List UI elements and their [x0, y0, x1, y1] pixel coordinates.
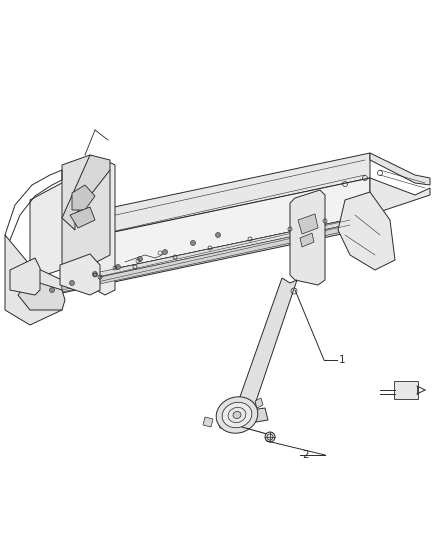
Polygon shape: [338, 192, 395, 270]
Circle shape: [70, 280, 74, 286]
Circle shape: [138, 256, 142, 262]
Polygon shape: [300, 233, 314, 247]
Circle shape: [162, 249, 167, 254]
Polygon shape: [60, 254, 100, 295]
Polygon shape: [62, 155, 110, 280]
Polygon shape: [230, 278, 297, 430]
Circle shape: [191, 240, 195, 246]
FancyBboxPatch shape: [394, 381, 418, 399]
Polygon shape: [62, 220, 370, 292]
Polygon shape: [70, 207, 95, 228]
Polygon shape: [255, 398, 263, 408]
Text: 1: 1: [339, 355, 346, 365]
Polygon shape: [62, 178, 370, 280]
Ellipse shape: [222, 402, 252, 427]
Polygon shape: [18, 280, 65, 310]
Circle shape: [92, 271, 98, 277]
Polygon shape: [298, 214, 318, 234]
Text: 2: 2: [302, 450, 309, 460]
Polygon shape: [30, 160, 115, 295]
Polygon shape: [218, 408, 268, 428]
Circle shape: [116, 264, 120, 270]
Polygon shape: [62, 153, 370, 243]
Circle shape: [215, 232, 220, 238]
Polygon shape: [5, 235, 62, 325]
Polygon shape: [370, 153, 430, 185]
Ellipse shape: [233, 411, 241, 418]
Circle shape: [49, 287, 54, 293]
Ellipse shape: [228, 407, 246, 423]
Polygon shape: [290, 190, 325, 285]
Polygon shape: [72, 185, 95, 210]
Polygon shape: [62, 215, 370, 285]
Ellipse shape: [216, 397, 258, 433]
Polygon shape: [62, 215, 370, 293]
Polygon shape: [10, 258, 40, 295]
Polygon shape: [62, 155, 110, 230]
Circle shape: [265, 432, 275, 442]
Polygon shape: [370, 178, 430, 215]
Polygon shape: [203, 417, 213, 427]
